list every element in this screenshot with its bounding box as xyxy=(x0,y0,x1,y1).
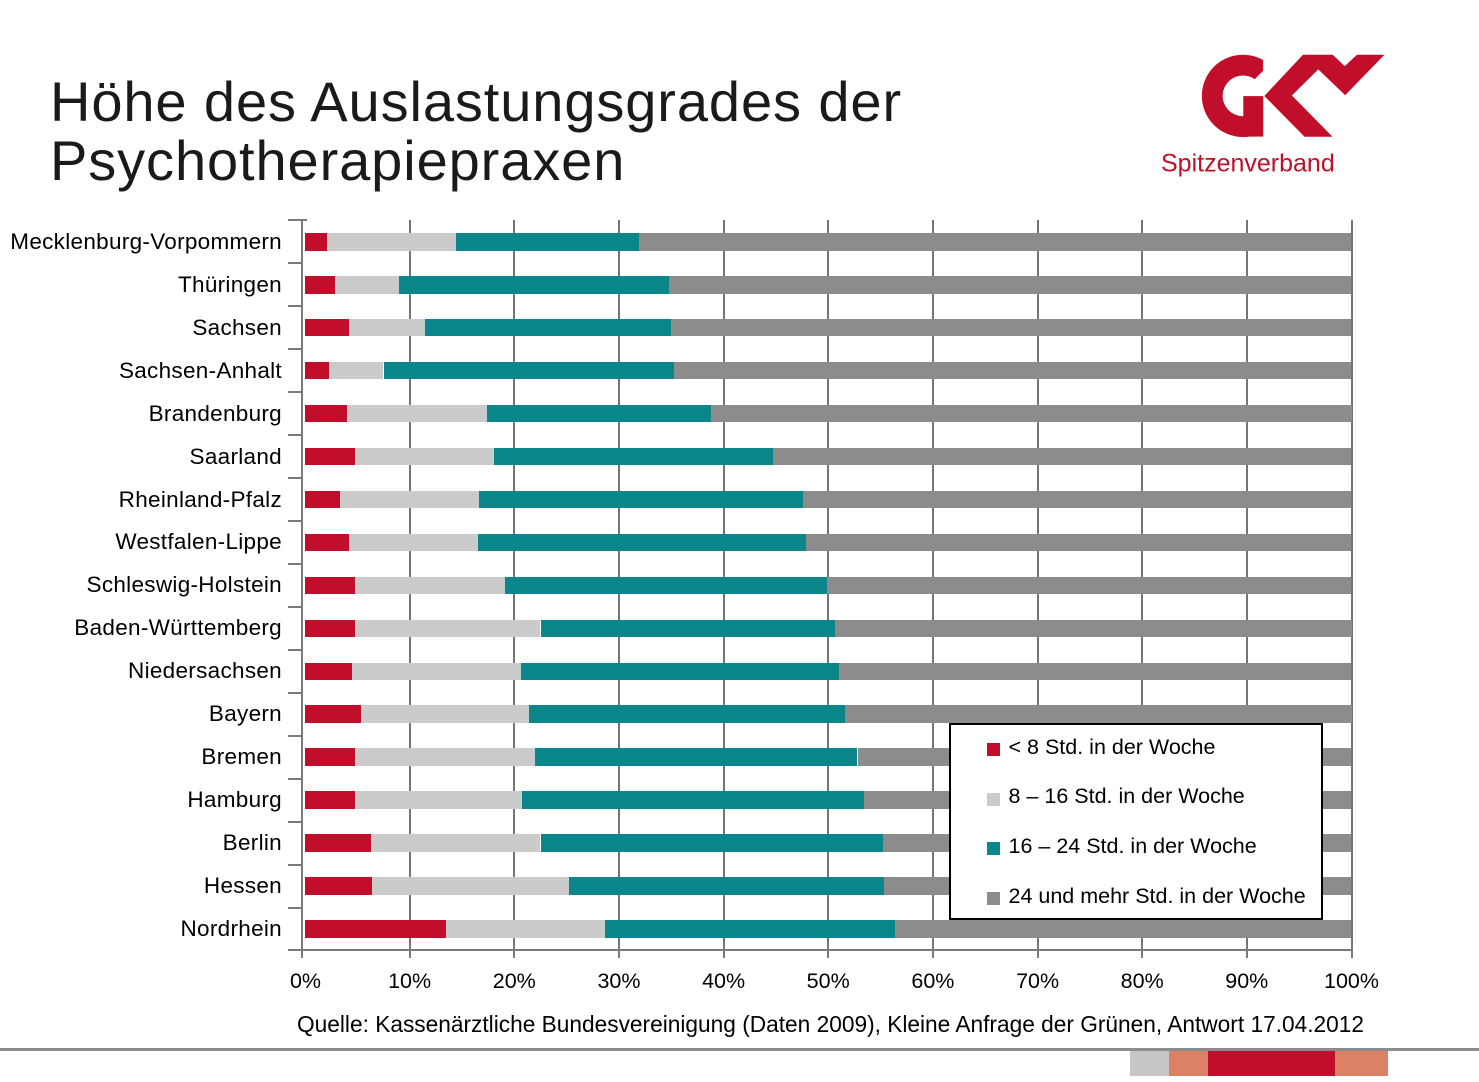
svg-text:Spitzenverband: Spitzenverband xyxy=(1161,150,1335,178)
